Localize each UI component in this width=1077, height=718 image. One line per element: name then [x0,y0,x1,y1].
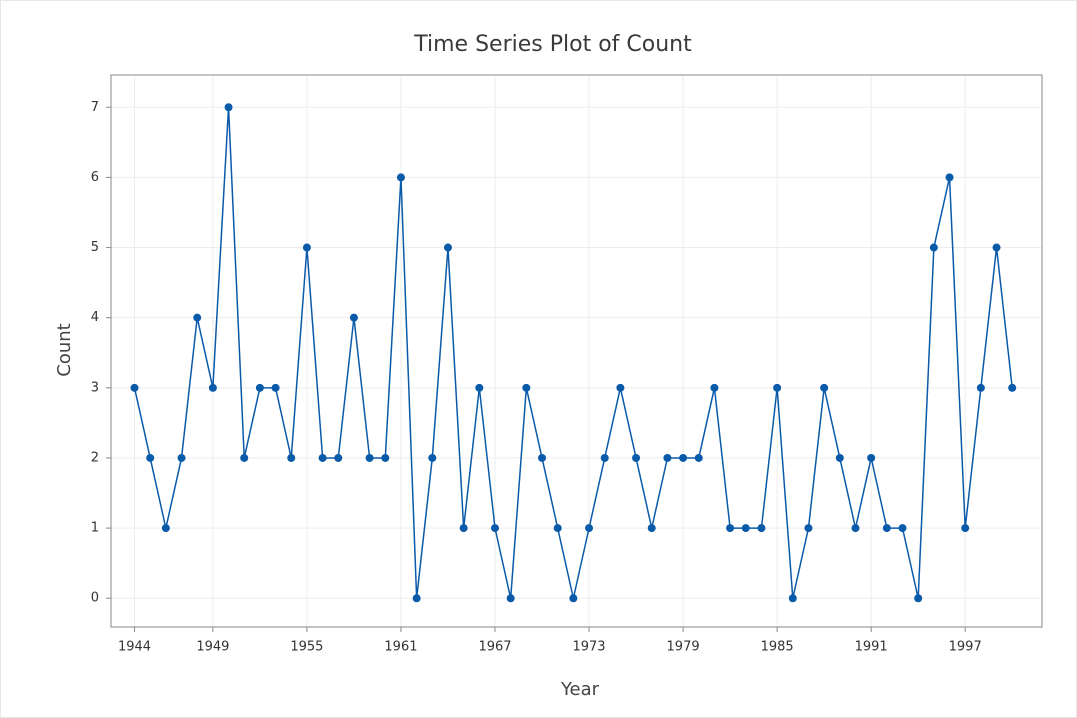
data-point [992,243,1001,252]
y-tick-label: 2 [91,450,99,465]
y-tick-label: 0 [91,591,99,606]
data-point [694,453,703,462]
x-axis-label: Year [560,679,600,700]
data-point [616,383,625,392]
data-point [882,524,891,533]
data-point [914,594,923,603]
data-point [710,383,719,392]
x-tick-label: 1955 [290,640,323,655]
data-point [412,594,421,603]
data-point [538,453,547,462]
data-point [193,313,202,322]
y-tick-label: 4 [91,310,99,325]
data-point [443,243,452,252]
x-tick-label: 1944 [118,640,151,655]
data-point [208,383,217,392]
data-point [773,383,782,392]
data-point [240,453,249,462]
data-point [820,383,829,392]
data-point [600,453,609,462]
data-point [961,524,970,533]
data-point [569,594,578,603]
data-point [475,383,484,392]
data-point [130,383,139,392]
data-point [585,524,594,533]
y-tick-label: 7 [91,100,99,115]
data-point [428,453,437,462]
data-point [506,594,515,603]
data-point [788,594,797,603]
data-point [334,453,343,462]
data-point [349,313,358,322]
data-point [381,453,390,462]
data-point [898,524,907,533]
y-axis-label: Count [54,323,75,376]
data-point [146,453,155,462]
y-tick-label: 6 [91,170,99,185]
data-point [976,383,985,392]
data-point [663,453,672,462]
data-point [490,524,499,533]
x-tick-label: 1985 [761,640,794,655]
data-point [741,524,750,533]
data-point [302,243,311,252]
data-point [318,453,327,462]
x-tick-label: 1991 [855,640,888,655]
data-point [851,524,860,533]
data-point [255,383,264,392]
data-point [459,524,468,533]
data-point [396,173,405,182]
data-point [647,524,656,533]
x-tick-label: 1967 [478,640,511,655]
plot-area [110,74,1043,628]
data-point [161,524,170,533]
x-tick-label: 1961 [384,640,417,655]
y-tick-label: 1 [91,521,99,536]
grid [111,75,1042,627]
data-point [365,453,374,462]
data-point [553,524,562,533]
data-point [522,383,531,392]
x-tick-label: 1997 [949,640,982,655]
data-point [757,524,766,533]
data-point [804,524,813,533]
x-tick-label: 1973 [572,640,605,655]
data-point [835,453,844,462]
y-tick-label: 5 [91,240,99,255]
data-point [726,524,735,533]
data-point [632,453,641,462]
data-point [177,453,186,462]
data-point [929,243,938,252]
data-point [224,103,233,112]
x-tick-label: 1979 [667,640,700,655]
data-point [945,173,954,182]
y-tick-label: 3 [91,380,99,395]
chart-title: Time Series Plot of Count [413,32,692,57]
data-point [271,383,280,392]
data-point [287,453,296,462]
data-point [867,453,876,462]
data-point [1008,383,1017,392]
x-tick-label: 1949 [196,640,229,655]
data-point [679,453,688,462]
